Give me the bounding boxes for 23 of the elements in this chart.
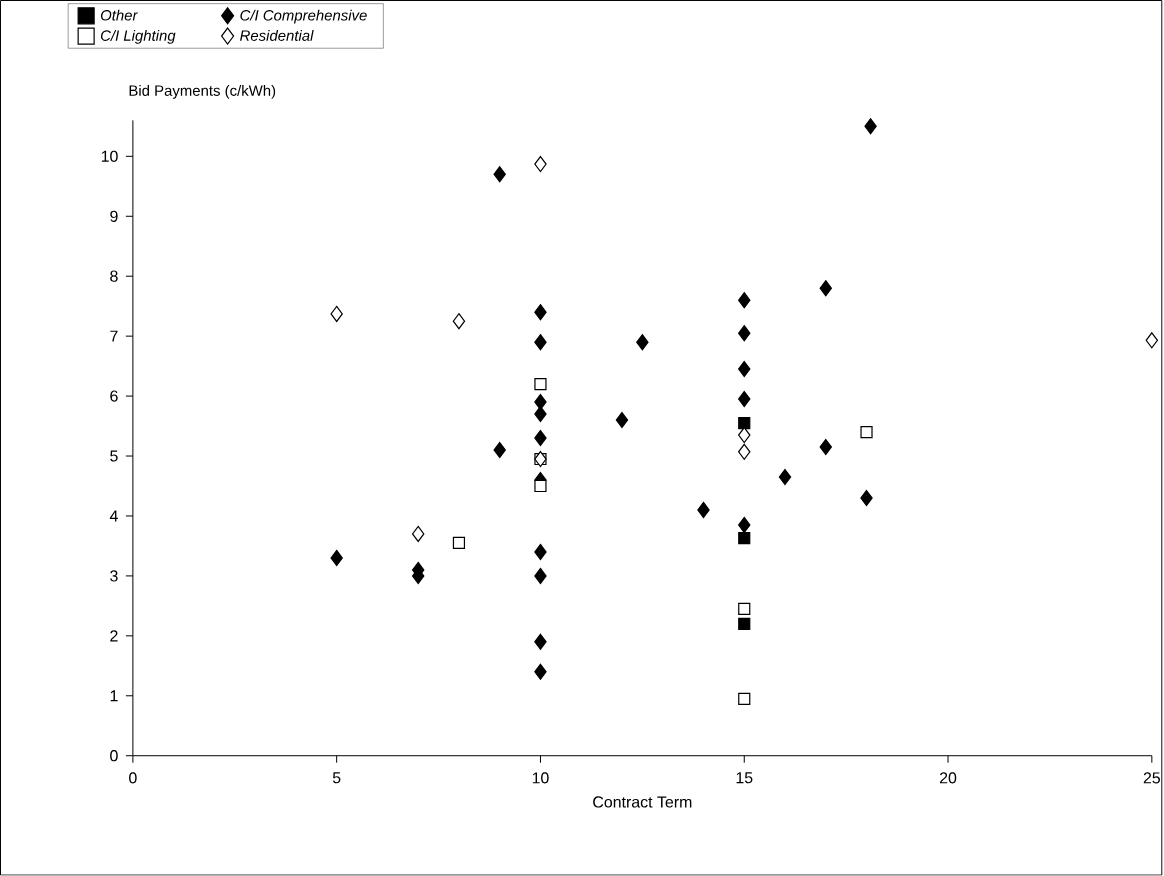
x-tick-label: 20	[939, 772, 957, 784]
x-tick-label: 0	[129, 772, 137, 784]
y-axis-title: Bid Payments (c/kWh)	[129, 85, 276, 100]
y-tick-label: 7	[110, 330, 118, 342]
y-tick-label: 5	[110, 450, 118, 462]
y-tick-label: 4	[109, 510, 118, 522]
y-tick-label: 1	[110, 690, 118, 702]
legend-label: Residential	[240, 30, 314, 42]
x-tick-label: 5	[332, 772, 341, 784]
y-tick-label: 8	[110, 270, 118, 283]
x-tick-label: 10	[532, 772, 549, 784]
y-tick-label: 3	[110, 570, 118, 582]
y-tick-label: 0	[110, 750, 118, 762]
x-tick-label: 15	[736, 772, 753, 784]
legend-label: Other	[100, 9, 138, 21]
legend-label: C/I Lighting	[100, 30, 176, 45]
x-tick-label: 25	[1143, 772, 1161, 784]
y-tick-label: 2	[110, 630, 118, 642]
y-tick-label: 6	[110, 390, 118, 402]
y-tick-label: 9	[110, 210, 118, 223]
y-tick-label: 10	[101, 150, 118, 163]
legend-label: C/I Comprehensive	[240, 9, 367, 24]
x-axis-title: Contract Term	[593, 796, 692, 808]
